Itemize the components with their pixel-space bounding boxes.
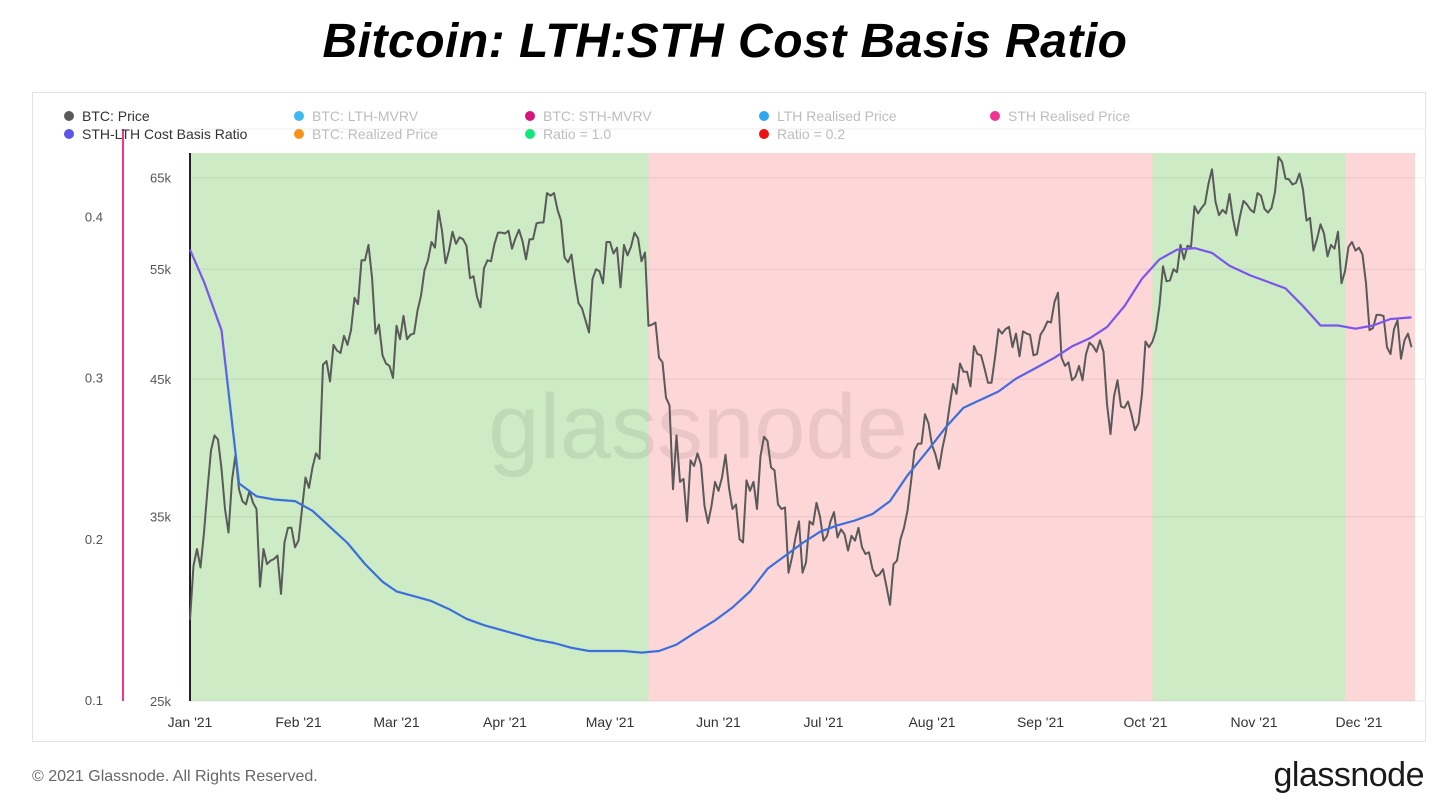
y-right-tick-label: 65k	[150, 171, 171, 186]
legend-dot-icon	[294, 111, 304, 121]
legend-label: LTH Realised Price	[777, 108, 897, 124]
legend-dot-icon	[525, 129, 535, 139]
regime-band-red	[1345, 153, 1415, 701]
legend-item: Ratio = 0.2	[759, 126, 845, 142]
x-tick-label: Jun '21	[696, 714, 741, 730]
legend-dot-icon	[525, 111, 535, 121]
copyright-notice: © 2021 Glassnode. All Rights Reserved.	[32, 768, 318, 785]
legend-label: BTC: Realized Price	[312, 126, 438, 142]
legend-item: LTH Realised Price	[759, 108, 897, 124]
legend-label: BTC: Price	[82, 108, 150, 124]
legend-dot-icon	[759, 129, 769, 139]
y-left-tick-label: 0.2	[85, 532, 103, 547]
y-right-tick-label: 35k	[150, 510, 171, 525]
x-tick-label: Nov '21	[1230, 714, 1277, 730]
legend-label: Ratio = 1.0	[543, 126, 611, 142]
legend-item: BTC: LTH-MVRV	[294, 108, 419, 124]
regime-band-red	[648, 153, 1153, 701]
chart-svg: glassnode 25k 35k 45k 55k 65k 0.1 0.2 0.3 0.4 Jan…	[64, 108, 1425, 730]
glassnode-logo: glassnode	[1273, 756, 1424, 794]
x-tick-label: Aug '21	[908, 714, 955, 730]
x-tick-label: Apr '21	[483, 714, 527, 730]
legend-dot-icon	[64, 129, 74, 139]
legend-item: BTC: Price	[64, 108, 150, 124]
series-lines	[188, 156, 1413, 654]
x-tick-label: Jan '21	[168, 714, 213, 730]
legend-item: STH Realised Price	[990, 108, 1130, 124]
legend-label: BTC: STH-MVRV	[543, 108, 652, 124]
x-tick-label: May '21	[586, 714, 635, 730]
legend-item: BTC: Realized Price	[294, 126, 438, 142]
legend-dot-icon	[990, 111, 1000, 121]
chart-panel: glassnode 25k 35k 45k 55k 65k 0.1 0.2 0.3 0.4 Jan…	[32, 92, 1426, 742]
y-left-tick-label: 0.3	[85, 371, 103, 386]
x-tick-label: Feb '21	[275, 714, 321, 730]
legend-item: STH-LTH Cost Basis Ratio	[64, 126, 248, 142]
x-tick-label: Oct '21	[1124, 714, 1168, 730]
x-tick-label: Mar '21	[373, 714, 419, 730]
regime-band-green	[190, 153, 649, 701]
x-tick-label: Jul '21	[803, 714, 843, 730]
y-right-tick-label: 45k	[150, 372, 171, 387]
regime-band-green	[1152, 153, 1345, 701]
legend-label: STH-LTH Cost Basis Ratio	[82, 126, 248, 142]
legend-dot-icon	[759, 111, 769, 121]
gridlines	[190, 128, 1425, 702]
y-right-tick-label: 25k	[150, 694, 171, 709]
axes: 25k 35k 45k 55k 65k 0.1 0.2 0.3 0.4 Jan '21 Feb '2…	[85, 129, 1383, 730]
x-tick-label: Dec '21	[1335, 714, 1382, 730]
x-tick-label: Sep '21	[1017, 714, 1064, 730]
legend-dot-icon	[294, 129, 304, 139]
legend-label: STH Realised Price	[1008, 108, 1130, 124]
cost-basis-ratio-line	[188, 247, 1412, 654]
page-title: Bitcoin: LTH:STH Cost Basis Ratio	[322, 15, 1128, 68]
y-right-tick-label: 55k	[150, 262, 171, 277]
y-left-tick-label: 0.4	[85, 209, 103, 224]
legend-label: BTC: LTH-MVRV	[312, 108, 419, 124]
legend-dot-icon	[64, 111, 74, 121]
legend-label: Ratio = 0.2	[777, 126, 845, 142]
regime-bands	[190, 153, 1415, 701]
legend-item: BTC: STH-MVRV	[525, 108, 652, 124]
chart-watermark: glassnode	[488, 376, 907, 478]
chart-legend: BTC: Price BTC: LTH-MVRV BTC: STH-MVRV LTH …	[64, 108, 1130, 142]
btc-price-line	[189, 156, 1413, 620]
legend-item: Ratio = 1.0	[525, 126, 611, 142]
y-left-tick-label: 0.1	[85, 693, 103, 708]
